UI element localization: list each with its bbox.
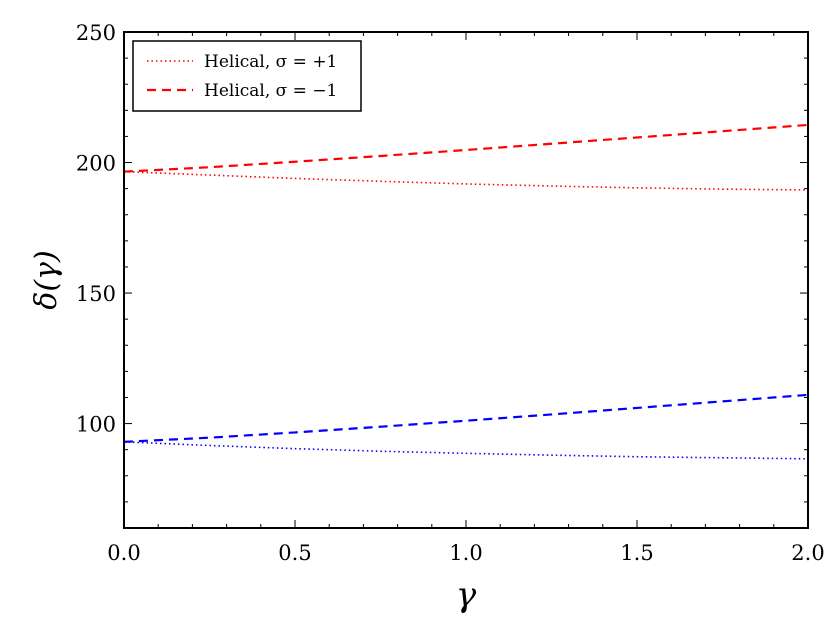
y-tick-label: 150 [76,282,116,306]
x-tick-label: 0.5 [278,541,311,565]
x-axis-label: γ [456,575,477,615]
series-line-0 [123,170,809,191]
y-axis-label: δ(γ) [29,250,64,309]
legend-box [132,40,362,112]
y-tick-label: 100 [76,413,116,437]
x-tick-label: 1.5 [620,541,653,565]
series-line-2 [123,441,809,460]
y-tick-label: 250 [76,21,116,45]
x-tick-label: 1.0 [449,541,482,565]
x-tick-label: 2.0 [791,541,824,565]
legend-label: Helical, σ = −1 [204,81,337,101]
x-tick-label: 0.0 [107,541,140,565]
series-line-1 [123,123,809,173]
series-line-3 [123,393,809,443]
y-tick-label: 200 [76,152,116,176]
legend-label: Helical, σ = +1 [204,52,337,72]
